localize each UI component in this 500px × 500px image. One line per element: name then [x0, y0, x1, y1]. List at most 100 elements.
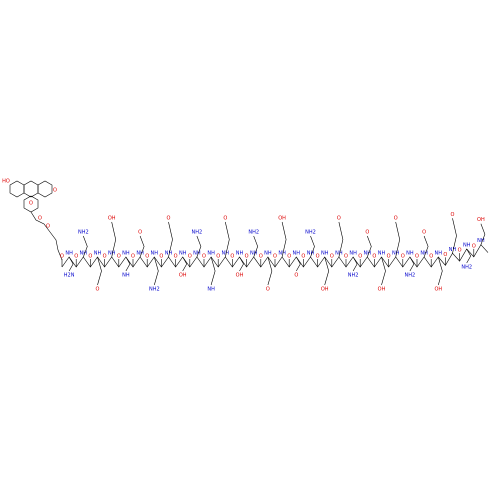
side-chain [367, 235, 372, 258]
atom-label: O [174, 254, 178, 260]
atom-label: O [443, 252, 447, 258]
side-chain [296, 256, 301, 272]
atom-label: H2N [64, 273, 75, 279]
atom-label: O [74, 254, 78, 260]
side-chain [352, 256, 358, 272]
atom-label: NH [193, 251, 201, 257]
atom-label: O [330, 254, 334, 260]
atom-label: NH [136, 251, 144, 257]
side-chain [168, 221, 173, 258]
side-chain [324, 256, 330, 286]
side-chain [452, 218, 457, 254]
atom-label: O [188, 254, 192, 260]
atom-label: NH2 [348, 273, 359, 279]
atom-label: O [216, 254, 220, 260]
side-chain [182, 256, 188, 272]
atom-label: NH [250, 251, 258, 257]
side-chain [310, 235, 315, 258]
atom-label: OH [236, 273, 244, 279]
atom-label: NH [307, 251, 315, 257]
atom-label: OH [179, 273, 187, 279]
side-chain [338, 221, 344, 258]
atom-label: NH [278, 251, 286, 257]
atom-label: NH [364, 251, 372, 257]
side-chain [239, 256, 244, 272]
atom-label: O [159, 254, 163, 260]
atom-label: O [202, 254, 206, 260]
atom-label: O [372, 254, 376, 260]
atom-label: O [266, 287, 270, 293]
side-chain [281, 221, 287, 258]
atom-label: NH2 [405, 273, 416, 279]
atom-label: NH [179, 251, 187, 257]
atom-label: O [358, 254, 362, 260]
ring [9, 180, 25, 198]
atom-label: NH [392, 251, 400, 257]
atom-label: O [344, 254, 348, 260]
atom-label: O [38, 216, 42, 222]
atom-label: NH2 [461, 264, 472, 270]
atom-label: OH [378, 287, 386, 293]
atom-label: NH [293, 251, 301, 257]
atom-label: O [131, 254, 135, 260]
side-chain [210, 256, 216, 286]
side-chain [480, 223, 486, 245]
atom-label: O [96, 287, 100, 293]
atom-label: O [472, 243, 476, 249]
atom-label: O [259, 254, 263, 260]
atom-label: O [29, 201, 33, 207]
side-chain [466, 248, 472, 264]
atom-label: NH [477, 238, 485, 244]
atom-label: NH [378, 251, 386, 257]
atom-label: O [103, 254, 107, 260]
atom-label: NH2 [192, 230, 203, 236]
atom-label: O [394, 216, 398, 222]
atom-label: O [46, 224, 50, 230]
atom-label: NH [264, 251, 272, 257]
ring [23, 195, 39, 213]
atom-label: OH [278, 216, 286, 222]
atom-label: NH [108, 251, 116, 257]
atom-label: NH [435, 251, 443, 257]
side-chain [438, 256, 443, 286]
linker [30, 211, 63, 261]
side-chain [225, 221, 230, 258]
atom-label: NH2 [305, 230, 316, 236]
side-chain [68, 256, 74, 272]
side-chain [381, 256, 386, 286]
atom-label: NH [420, 251, 428, 257]
atom-label: O [429, 254, 433, 260]
atom-label: O [138, 230, 142, 236]
atom-label: NH [449, 247, 457, 253]
atom-label: O [387, 254, 391, 260]
side-chain [97, 256, 102, 286]
atom-label: NH [80, 251, 88, 257]
atom-label: O [401, 254, 405, 260]
atom-label: O [117, 254, 121, 260]
ring [23, 180, 39, 198]
side-chain [154, 256, 159, 286]
atom-label: NH [321, 251, 329, 257]
atom-label: O [167, 216, 171, 222]
atom-label: O [223, 216, 227, 222]
atom-label: O [88, 254, 92, 260]
atom-label: NH2 [248, 230, 259, 236]
atom-label: NH [65, 251, 73, 257]
atom-label: NH [349, 251, 357, 257]
ring [37, 180, 53, 198]
atom-label: NH [94, 251, 102, 257]
side-chain [395, 221, 401, 258]
atom-label: O [60, 254, 64, 260]
atom-label: NH [165, 251, 173, 257]
atom-label: NH [236, 251, 244, 257]
atom-label: OH [108, 216, 116, 222]
atom-label: NH [151, 251, 159, 257]
atom-label: NH2 [78, 230, 89, 236]
atom-label: OH [477, 217, 485, 223]
atom-label: NH [406, 251, 414, 257]
side-chain [139, 235, 145, 258]
atom-label: O [230, 254, 234, 260]
atom-label: HO [2, 179, 10, 185]
atom-label: O [337, 216, 341, 222]
